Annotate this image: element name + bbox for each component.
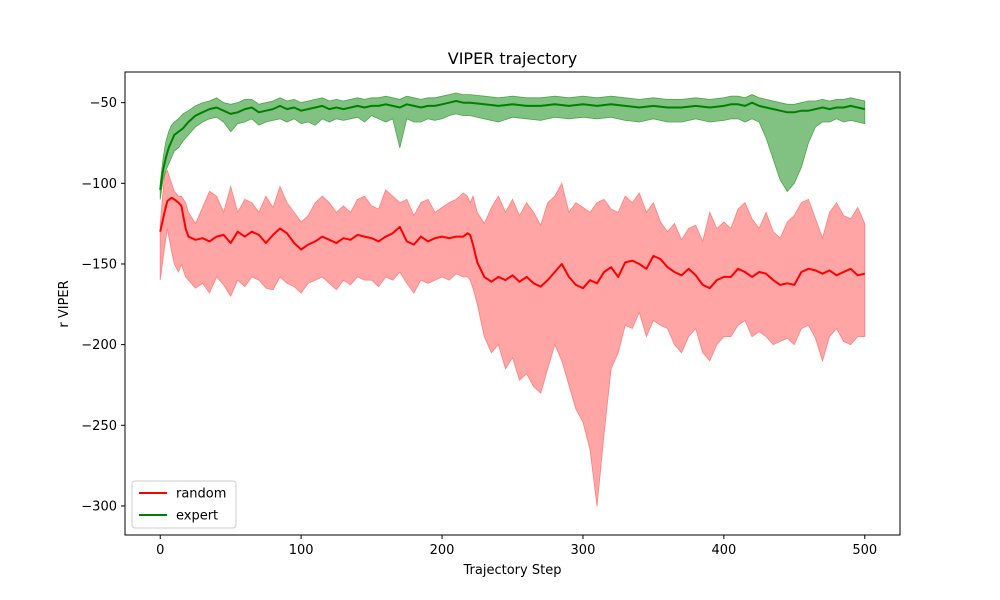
x-tick-label: 200 xyxy=(430,543,455,558)
y-tick-label: −250 xyxy=(81,419,117,434)
legend-label-random: random xyxy=(176,487,226,502)
x-axis-label: Trajectory Step xyxy=(463,563,562,578)
x-tick-label: 100 xyxy=(289,543,314,558)
y-tick-label: −200 xyxy=(81,338,117,353)
band-expert xyxy=(159,92,866,200)
band-random xyxy=(159,169,866,507)
x-tick-label: 500 xyxy=(852,543,877,558)
series-lines xyxy=(159,100,866,290)
y-tick-label: −100 xyxy=(81,177,117,192)
confidence-bands xyxy=(159,92,866,507)
legend-label-expert: expert xyxy=(176,509,218,524)
plot-frame xyxy=(124,71,901,536)
y-tick-label: −50 xyxy=(90,96,117,111)
legend: random expert xyxy=(131,480,237,529)
y-tick-label: −300 xyxy=(81,499,117,514)
chart-title: VIPER trajectory xyxy=(448,49,577,68)
x-tick-label: 400 xyxy=(711,543,736,558)
y-tick-label: −150 xyxy=(81,257,117,272)
series-line-random xyxy=(159,196,866,290)
y-axis-label: r VIPER xyxy=(57,280,72,327)
x-tick-label: 0 xyxy=(156,543,164,558)
x-axis-ticks: 0 100 200 300 400 500 xyxy=(156,535,877,558)
series-line-expert xyxy=(159,100,866,190)
y-axis-ticks: −300 −250 −200 −150 −100 −50 xyxy=(81,96,125,514)
x-tick-label: 300 xyxy=(571,543,596,558)
